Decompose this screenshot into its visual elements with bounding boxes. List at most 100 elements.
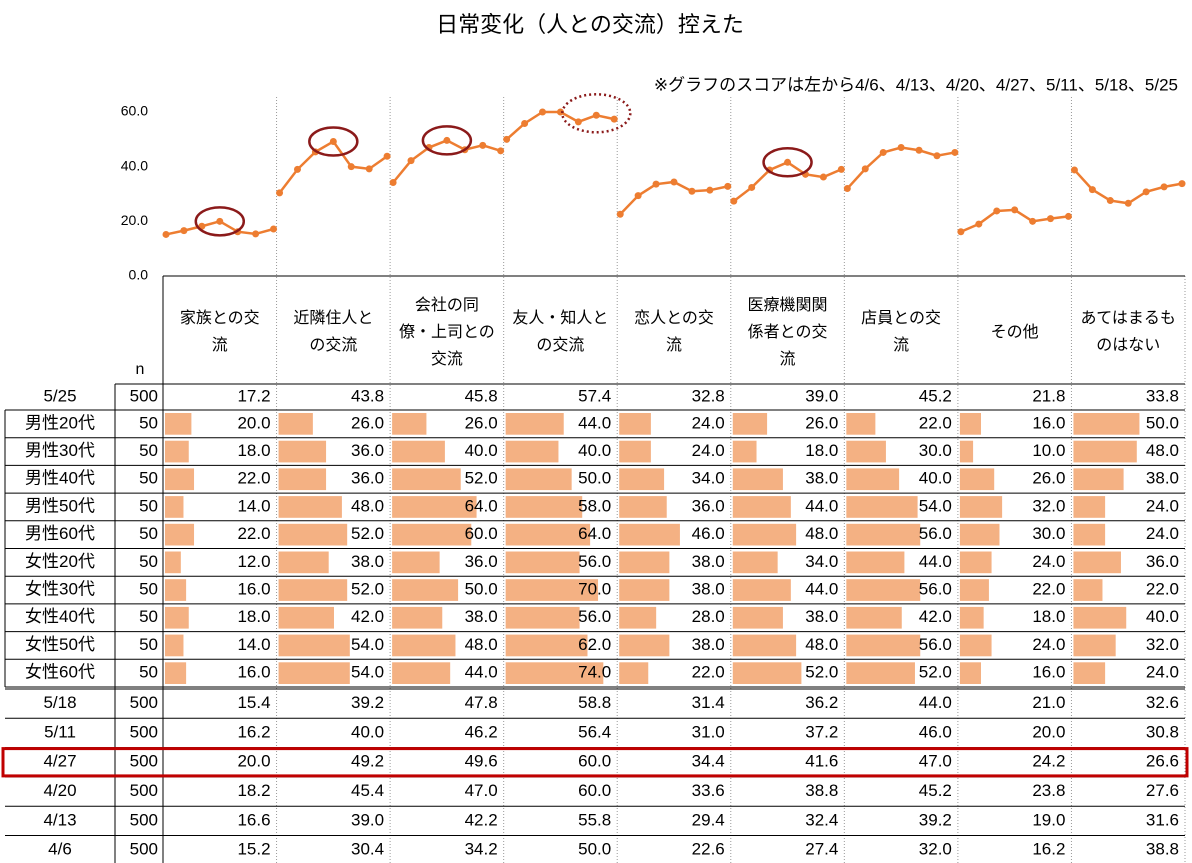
cell-value: 62.0: [578, 635, 611, 654]
marker: [724, 182, 732, 190]
data-bar: [392, 496, 477, 518]
cell-value: 26.0: [465, 413, 498, 432]
marker: [1106, 197, 1114, 205]
highlight-circle: [762, 147, 813, 178]
cell-value: 52.0: [465, 469, 498, 488]
marker: [652, 180, 660, 188]
cell-value: 34.0: [692, 469, 725, 488]
data-bar: [846, 523, 921, 546]
chart-note: ※グラフのスコアは左から4/6、4/13、4/20、4/27、5/11、5/18…: [654, 75, 1178, 94]
cell-value: 46.2: [465, 722, 498, 741]
cell-value: 31.0: [692, 722, 725, 741]
marker: [706, 186, 714, 194]
data-bar: [732, 579, 791, 601]
cell-value: 50.0: [578, 840, 611, 859]
marker: [1178, 180, 1186, 188]
data-bar: [846, 634, 921, 657]
data-bar: [732, 440, 757, 463]
data-bar: [732, 523, 797, 546]
cell-value: 32.8: [692, 386, 725, 405]
data-bar: [392, 662, 451, 684]
data-bar: [278, 634, 350, 657]
cell-value: 38.0: [692, 580, 725, 599]
data-bar: [846, 496, 918, 518]
data-bar: [165, 551, 181, 574]
cell-value: 38.0: [465, 607, 498, 626]
row-label: 5/18: [43, 693, 76, 712]
data-bar: [505, 523, 591, 546]
cell-value: 24.0: [1146, 496, 1179, 515]
marker: [933, 152, 941, 160]
cell-value: 52.0: [351, 524, 384, 543]
data-bar: [1073, 440, 1137, 463]
cell-value: 12.0: [237, 552, 270, 571]
data-bar: [732, 496, 791, 518]
cell-value: 24.0: [1146, 524, 1179, 543]
marker: [670, 178, 678, 186]
data-bar: [505, 606, 580, 629]
n-value: 50: [139, 607, 158, 626]
cell-value: 34.0: [805, 552, 838, 571]
row-label: 女性60代: [25, 663, 95, 682]
data-bar: [1073, 579, 1103, 601]
cell-value: 26.6: [1146, 752, 1179, 771]
cell-value: 39.2: [919, 810, 952, 829]
n-value: 500: [130, 386, 158, 405]
cell-value: 74.0: [578, 663, 611, 682]
cell-value: 48.0: [351, 496, 384, 515]
cell-value: 20.0: [237, 752, 270, 771]
cell-value: 38.0: [351, 552, 384, 571]
data-bar: [505, 496, 583, 518]
data-bar: [959, 579, 989, 601]
cell-value: 46.0: [692, 524, 725, 543]
data-bar: [165, 634, 184, 657]
data-bar: [846, 551, 905, 574]
marker: [819, 173, 827, 181]
cell-value: 56.0: [919, 524, 952, 543]
data-bar: [278, 662, 350, 684]
cell-value: 60.0: [578, 752, 611, 771]
cell-value: 33.6: [692, 781, 725, 800]
cell-value: 54.0: [351, 635, 384, 654]
cell-value: 57.4: [578, 386, 611, 405]
cell-value: 64.0: [578, 524, 611, 543]
marker: [748, 183, 756, 191]
cell-value: 40.0: [1146, 607, 1179, 626]
cell-value: 27.4: [805, 840, 838, 859]
marker: [270, 225, 278, 233]
data-bar: [959, 662, 982, 684]
data-bar: [959, 551, 992, 574]
cell-value: 30.0: [1032, 524, 1065, 543]
cell-value: 21.0: [1032, 693, 1065, 712]
data-bar: [1073, 606, 1127, 629]
cell-value: 30.8: [1146, 722, 1179, 741]
marker: [216, 217, 224, 225]
data-bar: [1073, 634, 1116, 657]
cell-value: 36.0: [351, 469, 384, 488]
marker: [1029, 217, 1037, 225]
cell-value: 31.4: [692, 693, 725, 712]
cell-value: 42.2: [465, 810, 498, 829]
cell-value: 44.0: [805, 580, 838, 599]
cell-value: 47.0: [919, 752, 952, 771]
y-tick-label: 20.0: [121, 212, 148, 228]
marker: [276, 189, 284, 197]
data-bar: [732, 413, 768, 435]
cell-value: 36.0: [692, 496, 725, 515]
n-value: 50: [139, 663, 158, 682]
cell-value: 32.0: [1032, 496, 1065, 515]
n-header: n: [136, 361, 145, 378]
data-bar: [1073, 551, 1121, 574]
cell-value: 26.0: [1032, 469, 1065, 488]
marker: [329, 138, 337, 146]
cell-value: 16.2: [1032, 840, 1065, 859]
cell-value: 44.0: [465, 663, 498, 682]
row-label: 男性60代: [25, 524, 95, 543]
cell-value: 49.6: [465, 752, 498, 771]
cell-value: 52.0: [919, 663, 952, 682]
cell-value: 16.2: [237, 722, 270, 741]
n-value: 50: [139, 524, 158, 543]
cell-value: 44.0: [578, 413, 611, 432]
column-header: 恋人との交 流: [634, 310, 714, 354]
